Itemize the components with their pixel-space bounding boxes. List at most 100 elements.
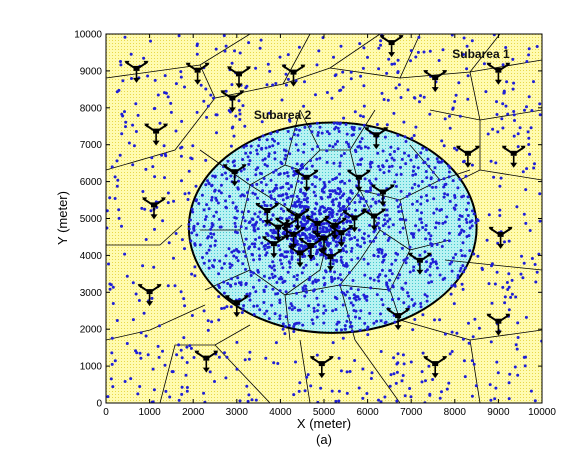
user-point xyxy=(425,199,429,203)
user-point xyxy=(420,211,423,215)
user-point xyxy=(189,239,193,243)
user-point xyxy=(527,136,531,140)
user-point xyxy=(353,236,357,239)
user-point xyxy=(381,303,385,307)
user-point xyxy=(142,56,146,60)
user-point xyxy=(462,36,466,40)
user-point xyxy=(507,381,511,385)
user-point xyxy=(277,194,281,198)
user-point xyxy=(331,309,335,313)
user-point xyxy=(363,177,367,181)
user-point xyxy=(271,287,275,291)
user-point xyxy=(387,169,391,173)
user-point xyxy=(451,256,455,260)
user-point xyxy=(138,385,142,388)
user-point xyxy=(359,197,363,201)
user-point xyxy=(207,248,211,252)
user-point xyxy=(215,198,219,202)
user-point xyxy=(301,176,305,180)
user-point xyxy=(285,196,289,200)
user-point xyxy=(431,185,434,189)
user-point xyxy=(350,246,354,250)
user-point xyxy=(470,394,474,398)
user-point xyxy=(156,93,160,97)
user-point xyxy=(322,311,326,315)
user-point xyxy=(355,184,359,188)
user-point xyxy=(435,207,439,211)
user-point xyxy=(230,250,234,254)
base-station-icon xyxy=(124,60,149,83)
user-point xyxy=(345,250,348,254)
user-point xyxy=(324,230,327,234)
user-point xyxy=(423,160,427,164)
user-point xyxy=(127,141,131,145)
user-point xyxy=(323,185,327,189)
user-point xyxy=(418,253,422,257)
user-point xyxy=(242,194,246,198)
user-point xyxy=(325,160,329,164)
user-point xyxy=(322,210,326,214)
user-point xyxy=(336,276,340,280)
user-point xyxy=(381,260,385,264)
x-tick-label: 9000 xyxy=(487,407,510,418)
user-point xyxy=(494,386,498,390)
user-point xyxy=(300,271,304,275)
user-point xyxy=(259,180,263,184)
user-point xyxy=(113,359,117,363)
user-point xyxy=(352,293,356,297)
user-point xyxy=(336,121,339,125)
user-point xyxy=(315,218,319,222)
user-point xyxy=(268,145,272,149)
user-point xyxy=(522,261,526,265)
user-point xyxy=(379,312,382,316)
user-point xyxy=(462,194,465,198)
user-point xyxy=(420,380,424,384)
user-point xyxy=(273,186,277,190)
user-point xyxy=(338,187,342,191)
user-point xyxy=(427,231,431,235)
user-point xyxy=(324,270,328,274)
user-point xyxy=(273,151,277,155)
user-point xyxy=(427,364,431,368)
user-point xyxy=(348,370,352,373)
user-point xyxy=(326,195,330,199)
user-point xyxy=(403,394,407,398)
user-point xyxy=(348,325,352,329)
user-point xyxy=(355,243,359,247)
user-point xyxy=(344,207,348,211)
user-point xyxy=(275,130,279,134)
user-point xyxy=(234,225,238,229)
user-point xyxy=(190,314,194,317)
user-point xyxy=(470,224,474,228)
user-point xyxy=(170,370,174,374)
user-point xyxy=(252,271,256,275)
user-point xyxy=(392,158,396,162)
user-point xyxy=(278,289,282,293)
user-point xyxy=(242,145,246,149)
user-point xyxy=(516,145,520,149)
user-point xyxy=(495,113,499,116)
user-point xyxy=(278,55,282,59)
user-point xyxy=(163,74,167,78)
user-point xyxy=(538,113,542,117)
x-tick-label: 7000 xyxy=(400,407,423,418)
user-point xyxy=(345,391,349,395)
user-point xyxy=(313,175,317,179)
user-point xyxy=(273,312,277,316)
user-point xyxy=(119,60,122,63)
user-point xyxy=(232,159,236,163)
user-point xyxy=(311,281,315,285)
user-point xyxy=(241,158,245,161)
user-point xyxy=(261,220,265,223)
user-point xyxy=(250,183,254,187)
user-point xyxy=(288,265,292,269)
y-axis-ticks: 0100020003000400050006000700080009000100… xyxy=(74,30,542,410)
user-point xyxy=(310,182,314,186)
user-point xyxy=(164,389,168,393)
user-point xyxy=(493,397,497,401)
user-point xyxy=(351,279,355,282)
user-point xyxy=(297,45,301,49)
user-point xyxy=(431,378,435,381)
user-point xyxy=(354,315,357,319)
user-point xyxy=(389,145,393,149)
